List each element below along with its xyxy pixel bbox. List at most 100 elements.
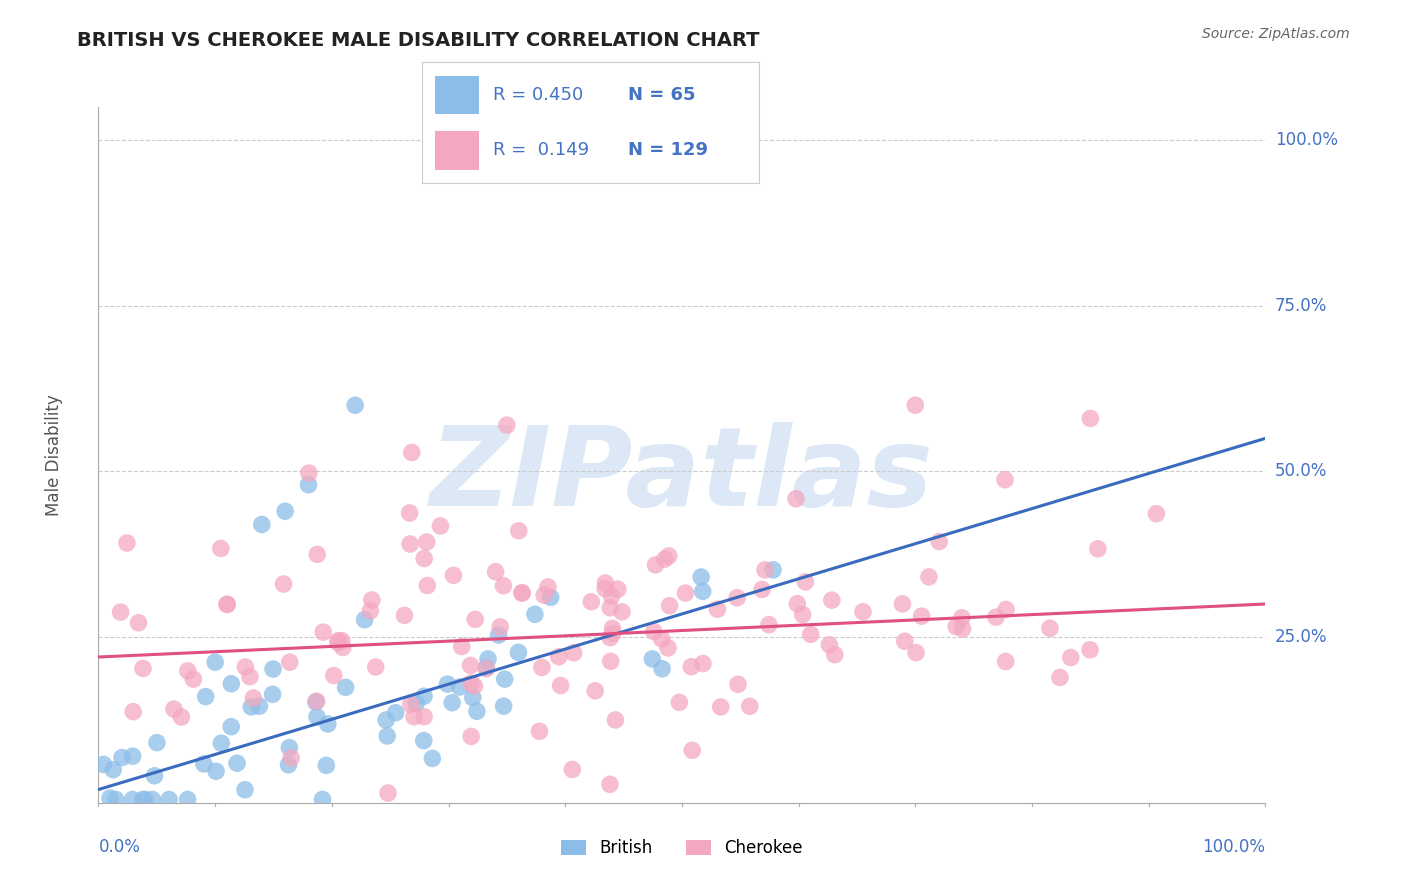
Point — [918, 570, 941, 584]
Point — [364, 660, 387, 674]
Point — [312, 625, 335, 640]
Point — [593, 582, 616, 596]
Point — [305, 695, 328, 709]
Point — [540, 591, 562, 605]
Point — [489, 620, 512, 634]
Point — [332, 640, 354, 655]
Point — [307, 548, 329, 562]
Point — [786, 597, 808, 611]
Point — [994, 473, 1017, 487]
Point — [794, 574, 817, 589]
Point — [405, 696, 427, 710]
Point — [654, 552, 676, 566]
Point — [316, 717, 339, 731]
Point — [132, 792, 155, 806]
Text: Male Disability: Male Disability — [45, 394, 63, 516]
Point — [561, 763, 583, 777]
Point — [278, 740, 301, 755]
Point — [176, 792, 198, 806]
Point — [177, 664, 200, 678]
Point — [233, 782, 256, 797]
Point — [217, 598, 239, 612]
Point — [529, 724, 551, 739]
Point — [460, 730, 482, 744]
Point — [477, 652, 499, 666]
Point — [562, 646, 585, 660]
Point — [599, 600, 621, 615]
Point — [415, 535, 437, 549]
Point — [945, 619, 967, 633]
Point — [413, 690, 436, 704]
Point — [464, 612, 486, 626]
Point — [463, 679, 485, 693]
Point — [727, 677, 749, 691]
Point — [658, 599, 681, 613]
Point — [146, 736, 169, 750]
Point — [651, 632, 673, 646]
Point — [274, 504, 297, 518]
Point — [710, 700, 733, 714]
Point — [429, 519, 451, 533]
Point — [818, 638, 841, 652]
Point — [143, 769, 166, 783]
Point — [422, 751, 444, 765]
Point — [98, 791, 121, 805]
Point — [1078, 642, 1101, 657]
Point — [599, 654, 621, 668]
Point — [1080, 411, 1102, 425]
Point — [523, 607, 546, 622]
Point — [583, 683, 606, 698]
Point — [928, 534, 950, 549]
Point — [657, 640, 679, 655]
Point — [305, 710, 328, 724]
Point — [344, 398, 367, 412]
Point — [326, 635, 349, 649]
Point — [643, 624, 665, 639]
Point — [330, 633, 353, 648]
Text: Source: ZipAtlas.com: Source: ZipAtlas.com — [1202, 27, 1350, 41]
Point — [277, 757, 299, 772]
Point — [328, 633, 350, 648]
Point — [725, 591, 748, 605]
Point — [651, 662, 673, 676]
Point — [950, 611, 973, 625]
Point — [141, 792, 163, 806]
Point — [595, 576, 617, 591]
Point — [508, 645, 530, 659]
Point — [384, 706, 406, 720]
Point — [1049, 670, 1071, 684]
Point — [681, 743, 703, 757]
Text: N = 129: N = 129 — [627, 141, 707, 160]
Point — [416, 578, 439, 592]
Point — [399, 537, 422, 551]
Point — [754, 563, 776, 577]
Point — [1087, 541, 1109, 556]
Point — [450, 640, 472, 654]
Point — [1144, 507, 1167, 521]
Point — [911, 609, 934, 624]
Point — [402, 710, 425, 724]
Text: ZIPatlas: ZIPatlas — [430, 422, 934, 529]
Point — [111, 750, 134, 764]
Point — [792, 607, 814, 622]
Point — [250, 517, 273, 532]
Point — [692, 657, 714, 671]
Point — [298, 466, 321, 480]
Point — [510, 585, 533, 599]
Point — [121, 749, 143, 764]
Point — [533, 588, 555, 602]
Point — [606, 582, 628, 597]
Point — [461, 690, 484, 705]
Point — [952, 622, 974, 636]
Point — [436, 677, 458, 691]
Point — [1039, 621, 1062, 635]
Point — [233, 660, 256, 674]
Point — [93, 757, 115, 772]
Point — [413, 551, 436, 566]
Point — [412, 733, 434, 747]
Text: 100.0%: 100.0% — [1275, 131, 1337, 149]
Point — [891, 597, 914, 611]
Point — [443, 568, 465, 582]
Point — [508, 524, 530, 538]
Point — [221, 677, 243, 691]
